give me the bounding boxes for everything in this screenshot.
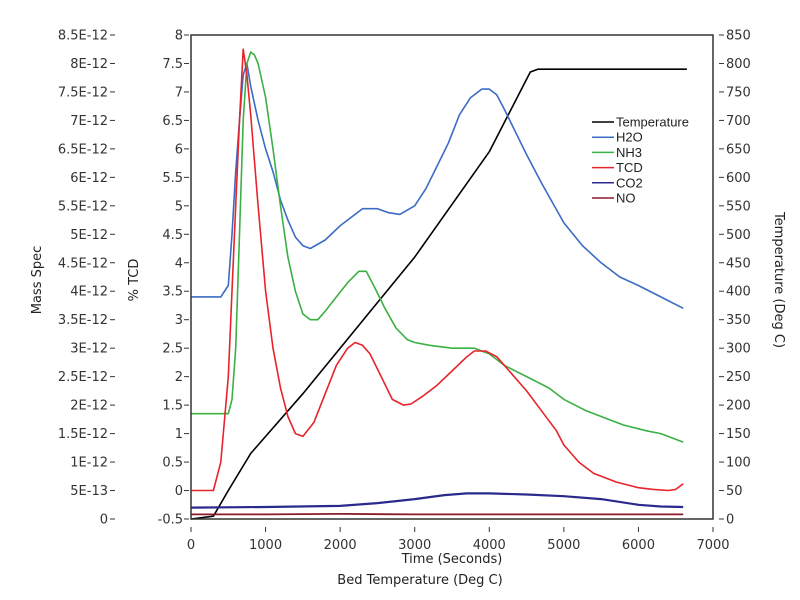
- temp-tick-label: 600: [726, 171, 751, 186]
- tcd-tick-label: 1.5: [162, 399, 183, 414]
- legend-label-temperature: Temperature: [616, 115, 689, 130]
- mass-spec-tick-label: 2.5E-12: [58, 370, 108, 385]
- temp-tick-label: 800: [726, 57, 751, 72]
- temp-tick-label: 150: [726, 427, 751, 442]
- x-tick-label: 5000: [547, 538, 580, 553]
- tcd-tick-label: 3.5: [162, 285, 183, 300]
- tcd-tick-label: 5.5: [162, 171, 183, 186]
- tcd-tick-label: 3: [175, 313, 183, 328]
- tcd-axis-title: % TCD: [127, 259, 142, 302]
- tcd-tick-label: 5: [175, 199, 183, 214]
- temperature-axis-title: Temperature (Deg C): [771, 211, 786, 348]
- temp-tick-label: 700: [726, 114, 751, 129]
- tcd-tick-label: 7.5: [162, 57, 183, 72]
- mass-spec-tick-label: 5E-12: [70, 228, 108, 243]
- mass-spec-tick-label: 7E-12: [70, 114, 108, 129]
- mass-spec-tick-label: 6.5E-12: [58, 142, 108, 157]
- temperature-axis: 0 50 100 150 200 250 300 350 400 450 500 550 600 650 7…: [719, 29, 751, 528]
- tcd-tick-label: 0: [175, 484, 183, 499]
- mass-spec-tick-label: 3E-12: [70, 342, 108, 357]
- x-tick-label: 0: [187, 538, 195, 553]
- legend-label-nh3: NH3: [616, 145, 642, 160]
- tcd-tick-label: 4.5: [162, 228, 183, 243]
- x-axis-title: Time (Seconds): [401, 552, 503, 567]
- tcd-tick-label: 8: [175, 29, 183, 44]
- time-axis: 0 1000 2000 3000 4000 5000 6000 7000: [187, 527, 730, 553]
- x-tick-label: 3000: [398, 538, 431, 553]
- tcd-tick-label: 6: [175, 142, 183, 157]
- x-tick-label: 6000: [622, 538, 655, 553]
- series-line-tcd: [191, 48, 684, 492]
- temp-tick-label: 200: [726, 399, 751, 414]
- mass-spec-axis-title: Mass Spec: [30, 246, 45, 315]
- x-tick-label: 1000: [249, 538, 282, 553]
- mass-spec-tick-label: 4.5E-12: [58, 256, 108, 271]
- legend-label-tcd: TCD: [616, 160, 643, 175]
- temp-tick-label: 550: [726, 199, 751, 214]
- tcd-tick-label: -0.5: [158, 513, 183, 528]
- temp-tick-label: 750: [726, 85, 751, 100]
- legend-label-h2o: H2O: [616, 130, 643, 145]
- mass-spec-tick-label: 2E-12: [70, 399, 108, 414]
- mass-spec-tick-label: 8E-12: [70, 57, 108, 72]
- mass-spec-axis: 0 5E-13 1E-12 1.5E-12 2E-12 2.5E-12 3E-12 3.5E-…: [58, 29, 115, 528]
- temp-tick-label: 650: [726, 142, 751, 157]
- tcd-axis: -0.5 0 0.5 1 1.5 2 2.5 3 3.5 4 4.5 5 5.5 6 6.5 7 7.5 8: [158, 29, 189, 528]
- temp-tick-label: 350: [726, 313, 751, 328]
- x-axis-subtitle: Bed Temperature (Deg C): [337, 573, 502, 588]
- tcd-tick-label: 2.5: [162, 342, 183, 357]
- temp-tick-label: 450: [726, 256, 751, 271]
- mass-spec-tick-label: 5.5E-12: [58, 199, 108, 214]
- mass-spec-tick-label: 8.5E-12: [58, 29, 108, 44]
- legend-label-no: NO: [616, 191, 636, 206]
- x-tick-label: 2000: [324, 538, 357, 553]
- mass-spec-tick-label: 1.5E-12: [58, 427, 108, 442]
- temp-tick-label: 500: [726, 228, 751, 243]
- temp-tick-label: 400: [726, 285, 751, 300]
- series-line-h2o: [191, 62, 684, 310]
- mass-spec-tick-label: 7.5E-12: [58, 85, 108, 100]
- mass-spec-tick-label: 5E-13: [70, 484, 108, 499]
- tcd-tick-label: 1: [175, 427, 183, 442]
- mass-spec-tick-label: 6E-12: [70, 171, 108, 186]
- plot-lines: [190, 48, 687, 520]
- series-line-no: [191, 513, 684, 516]
- tcd-tick-label: 4: [175, 256, 183, 271]
- temp-tick-label: 250: [726, 370, 751, 385]
- series-line-nh3: [191, 51, 684, 443]
- tcd-tick-label: 2: [175, 370, 183, 385]
- mass-spec-tick-label: 3.5E-12: [58, 313, 108, 328]
- x-tick-label: 7000: [696, 538, 729, 553]
- tcd-tick-label: 7: [175, 85, 183, 100]
- mass-spec-tick-label: 4E-12: [70, 285, 108, 300]
- temp-tick-label: 100: [726, 456, 751, 471]
- tcd-tick-label: 0.5: [162, 456, 183, 471]
- series-line-co2: [190, 492, 684, 509]
- mass-spec-tick-label: 1E-12: [70, 456, 108, 471]
- tcd-tick-label: 6.5: [162, 114, 183, 129]
- temp-tick-label: 300: [726, 342, 751, 357]
- temp-tick-label: 0: [726, 513, 734, 528]
- legend-label-co2: CO2: [616, 175, 643, 190]
- temp-tick-label: 850: [726, 29, 751, 44]
- series-line-temperature: [190, 68, 687, 520]
- temp-tick-label: 50: [726, 484, 743, 499]
- plot-frame: [190, 34, 714, 520]
- x-tick-label: 4000: [473, 538, 506, 553]
- mass-spec-tick-label: 0: [100, 513, 108, 528]
